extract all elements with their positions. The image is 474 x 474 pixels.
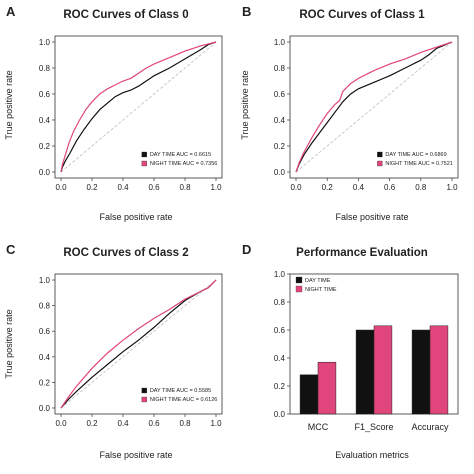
y-tick-label: 0.8	[274, 298, 286, 307]
legend-swatch	[141, 387, 147, 394]
diagonal-reference-line	[60, 279, 217, 409]
y-tick-label: 0.4	[274, 354, 286, 363]
panel-letter: D	[242, 242, 251, 257]
legend-entry: NIGHT TIME AUC = 0.7521	[385, 161, 453, 167]
y-tick-label: 0.8	[39, 302, 51, 311]
y-tick-label: 0.0	[39, 168, 51, 177]
panel-b: B ROC Curves of Class 1 0.0 0.0 0.2 0.2 0.4 0.4…	[240, 4, 459, 222]
diagonal-reference-line	[60, 41, 217, 173]
legend-swatch	[377, 151, 383, 158]
legend-swatch	[141, 160, 147, 167]
y-tick-label: 1.0	[39, 38, 51, 47]
x-tick-label: 1.0	[210, 183, 222, 192]
legend-swatch	[295, 285, 303, 293]
x-tick-label: 1.0	[446, 183, 458, 192]
y-tick-label: 0.2	[274, 142, 286, 151]
diagonal-reference-line	[295, 41, 453, 173]
legend-swatch	[295, 276, 303, 284]
y-tick-label: 0.0	[39, 404, 51, 413]
legend-swatch	[377, 160, 383, 167]
x-axis-label: False positive rate	[99, 450, 172, 460]
y-tick-label: 0.2	[39, 142, 51, 151]
roc-curve-night-time	[60, 279, 217, 409]
category-label: F1_Score	[354, 422, 393, 432]
bar-f1-score-night-time	[373, 325, 393, 415]
x-tick-label: 0.2	[86, 183, 98, 192]
x-tick-label: 0.2	[322, 183, 334, 192]
x-tick-label: 0.4	[117, 419, 129, 428]
panel-d: D Performance Evaluation 0.0 0.2 0.4 0.6 0.8 1.…	[242, 242, 459, 460]
y-tick-label: 0.8	[274, 64, 286, 73]
plot-frame	[54, 35, 223, 179]
bar-accuracy-day-time	[411, 329, 431, 415]
y-axis-label: True positive rate	[240, 70, 250, 139]
x-tick-label: 0.4	[353, 183, 365, 192]
chart-title: ROC Curves of Class 1	[299, 9, 425, 21]
bar-f1-score-day-time	[355, 329, 375, 415]
chart-title: Performance Evaluation	[296, 247, 428, 259]
x-tick-label: 0.0	[55, 419, 67, 428]
x-tick-label: 0.2	[86, 419, 98, 428]
category-label: Accuracy	[411, 422, 449, 432]
legend-entry: NIGHT TIME AUC = 0.6126	[150, 397, 218, 403]
legend-entry: DAY TIME AUC = 0.6869	[385, 152, 446, 158]
legend-entry: DAY TIME AUC = 0.6615	[150, 152, 211, 158]
x-tick-label: 0.6	[384, 183, 396, 192]
x-tick-label: 0.0	[290, 183, 302, 192]
panel-letter: C	[6, 242, 16, 257]
y-tick-label: 0.0	[274, 168, 286, 177]
roc-curve-day-time	[295, 41, 453, 173]
legend-entry: DAY TIME	[305, 278, 331, 284]
roc-curve-day-time	[60, 41, 217, 173]
y-tick-label: 1.0	[274, 38, 286, 47]
bar-mcc-day-time	[299, 374, 319, 415]
panel-a: A ROC Curves of Class 0 0.0 0.0 0.2 0.2 0.4 0.4…	[4, 4, 223, 222]
y-tick-label: 0.6	[39, 327, 51, 336]
category-label: MCC	[308, 422, 329, 432]
x-tick-label: 1.0	[210, 419, 222, 428]
chart-title: ROC Curves of Class 0	[63, 9, 188, 21]
y-tick-label: 0.6	[39, 90, 51, 99]
y-tick-label: 0.4	[39, 116, 51, 125]
y-tick-label: 1.0	[274, 270, 286, 279]
y-axis-label: True positive rate	[4, 70, 14, 139]
y-axis-label: True positive rate	[4, 309, 14, 378]
y-tick-label: 1.0	[39, 276, 51, 285]
y-tick-label: 0.4	[274, 116, 286, 125]
y-tick-label: 0.6	[274, 90, 286, 99]
legend-entry: NIGHT TIME	[305, 287, 337, 293]
roc-curve-night-time	[60, 41, 217, 173]
panel-letter: B	[242, 4, 251, 19]
plot-frame	[289, 35, 459, 179]
legend-swatch	[141, 151, 147, 158]
x-tick-label: 0.4	[117, 183, 129, 192]
x-tick-label: 0.8	[179, 183, 191, 192]
roc-curve-night-time	[295, 41, 453, 173]
x-tick-label: 0.6	[148, 183, 160, 192]
legend-swatch	[141, 396, 147, 403]
y-tick-label: 0.2	[39, 378, 51, 387]
y-tick-label: 0.8	[39, 64, 51, 73]
x-tick-label: 0.6	[148, 419, 160, 428]
x-tick-label: 0.8	[415, 183, 427, 192]
y-tick-label: 0.6	[274, 326, 286, 335]
plot-frame	[54, 273, 223, 415]
x-axis-label: Evaluation metrics	[335, 450, 409, 460]
chart-title: ROC Curves of Class 2	[63, 247, 188, 259]
legend-entry: NIGHT TIME AUC = 0.7356	[150, 161, 218, 167]
panel-c: C ROC Curves of Class 2 0.0 0.0 0.2 0.2 0.4 0.4…	[4, 242, 223, 460]
y-tick-label: 0.2	[274, 382, 286, 391]
x-axis-label: False positive rate	[99, 212, 172, 222]
y-tick-label: 0.4	[39, 353, 51, 362]
panel-letter: A	[6, 4, 16, 19]
x-axis-label: False positive rate	[335, 212, 408, 222]
x-tick-label: 0.0	[55, 183, 67, 192]
legend-entry: DAY TIME AUC = 0.5585	[150, 388, 211, 394]
x-tick-label: 0.8	[179, 419, 191, 428]
y-tick-label: 0.0	[274, 410, 286, 419]
bar-accuracy-night-time	[429, 325, 449, 415]
bar-mcc-night-time	[317, 361, 337, 415]
